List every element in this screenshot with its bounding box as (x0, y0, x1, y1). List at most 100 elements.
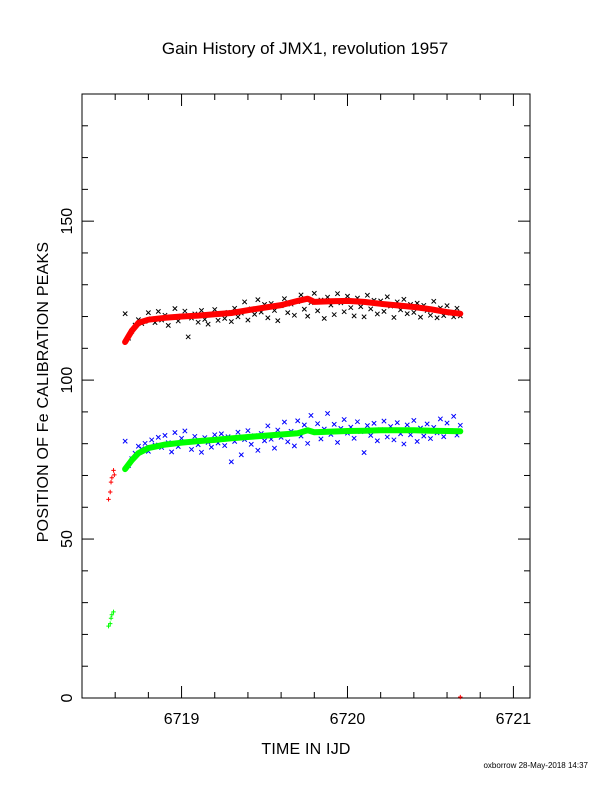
data-point (331, 312, 337, 318)
data-point (155, 308, 161, 314)
data-point (212, 432, 218, 438)
data-point (205, 321, 211, 327)
data-point (404, 422, 410, 428)
data-point (308, 412, 314, 418)
data-point (318, 436, 324, 442)
data-point (142, 440, 148, 446)
data-point (212, 306, 218, 313)
data-point (265, 315, 271, 321)
data-point (255, 447, 261, 453)
data-point (108, 616, 114, 621)
y-tick-label: 50 (59, 530, 76, 548)
data-point (109, 612, 115, 617)
series-4 (458, 694, 463, 700)
data-point (228, 459, 234, 465)
data-point (381, 418, 387, 424)
data-point (108, 621, 113, 626)
data-point (421, 433, 427, 439)
data-point (106, 623, 111, 629)
data-point (381, 308, 387, 314)
data-point (325, 410, 331, 417)
data-point (371, 420, 377, 426)
data-point (275, 427, 281, 433)
data-point (106, 497, 111, 502)
data-point (344, 293, 351, 299)
y-tick-label: 100 (59, 367, 76, 394)
data-point (321, 315, 327, 321)
data-point (351, 313, 357, 319)
data-point (384, 434, 390, 440)
data-point (437, 416, 443, 422)
data-point (182, 308, 188, 314)
data-point (192, 433, 198, 439)
data-point (401, 296, 407, 302)
data-point (245, 428, 251, 434)
data-point (451, 413, 457, 419)
data-point (368, 432, 374, 438)
data-point (361, 314, 367, 320)
data-point (235, 429, 241, 435)
data-point (295, 418, 301, 424)
data-point (255, 297, 261, 303)
plot-frame (81, 93, 531, 699)
data-point (208, 444, 214, 450)
data-point (341, 309, 347, 315)
y-axis-label: POSITION OF Fe CALIBRATION PEAKS (35, 242, 52, 542)
x-tick-label: 6719 (164, 711, 200, 728)
data-point (228, 319, 234, 325)
data-point (281, 419, 287, 425)
data-point (411, 309, 417, 315)
data-point (404, 311, 410, 317)
data-point (172, 430, 178, 436)
data-point (108, 489, 113, 495)
data-point (275, 318, 281, 324)
data-point (122, 311, 128, 317)
axis-ticks (81, 93, 530, 699)
data-point (245, 317, 251, 323)
data-point (334, 291, 341, 297)
x-tick-label: 6720 (330, 711, 366, 728)
data-point (149, 437, 155, 443)
data-point (441, 434, 447, 440)
data-point (348, 305, 354, 311)
data-point (252, 311, 258, 317)
data-point (311, 290, 317, 296)
data-point (444, 303, 450, 309)
series-2 (106, 468, 117, 502)
data-point (291, 443, 297, 449)
data-point (218, 431, 224, 437)
data-point (172, 306, 178, 312)
data-point (454, 305, 460, 311)
data-series (106, 290, 464, 700)
series-3 (106, 609, 116, 629)
data-point (414, 438, 420, 445)
series-6 (122, 427, 464, 473)
data-point (391, 314, 397, 321)
data-point (374, 311, 380, 317)
credit-line: oxborrow 28-May-2018 14:37 (483, 761, 588, 770)
data-point (108, 479, 114, 485)
data-point (417, 314, 424, 320)
data-point (242, 299, 248, 305)
data-point (109, 475, 115, 480)
data-point (298, 292, 304, 298)
data-point (427, 312, 433, 318)
data-point (198, 449, 205, 455)
data-point (169, 449, 175, 455)
data-point (182, 428, 188, 434)
data-point (424, 421, 430, 427)
data-point (248, 441, 254, 447)
data-point (305, 440, 311, 446)
data-point (358, 304, 364, 310)
axis-tick-labels: 6719 6720 6721 0 50 100 150 (59, 208, 531, 728)
data-point (165, 322, 171, 328)
data-point (391, 437, 397, 443)
data-point (198, 307, 205, 314)
data-point (364, 423, 370, 429)
data-point (368, 306, 374, 312)
data-point (155, 434, 161, 440)
data-point (285, 310, 291, 316)
data-point (384, 294, 390, 300)
data-point (135, 443, 141, 449)
